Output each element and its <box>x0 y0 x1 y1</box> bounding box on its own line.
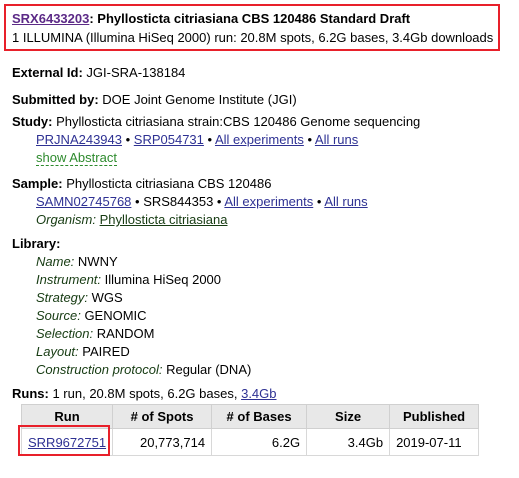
library-field-key: Name: <box>36 254 75 269</box>
study-bioproject-link[interactable]: PRJNA243943 <box>36 132 122 147</box>
runs-label: Runs: <box>12 386 49 401</box>
library-field-value: GENOMIC <box>84 308 147 323</box>
library-field-key: Strategy: <box>36 290 89 305</box>
show-abstract-row: show Abstract <box>36 149 117 167</box>
sample-value: Phyllosticta citriasiana CBS 120486 <box>66 176 272 191</box>
table-row: SRR9672751 20,773,714 6.2G 3.4Gb 2019-07… <box>20 428 480 456</box>
sample-biosample-link[interactable]: SAMN02745768 <box>36 194 132 209</box>
sample-links: SAMN02745768 • SRS844353 • All experimen… <box>36 194 368 209</box>
library-field-key: Selection: <box>36 326 94 341</box>
library-field-value: WGS <box>91 290 123 305</box>
organism-label: Organism: <box>36 212 96 227</box>
library-field: Name: NWNY <box>36 253 118 271</box>
external-id-value: JGI-SRA-138184 <box>86 65 186 80</box>
library-field-value: Illumina HiSeq 2000 <box>104 272 222 287</box>
library-row: Library: <box>12 235 60 253</box>
library-field: Selection: RANDOM <box>36 325 155 343</box>
library-field: Construction protocol: Regular (DNA) <box>36 361 251 379</box>
experiment-accession-link[interactable]: SRX6433203 <box>12 11 90 26</box>
experiment-title: Phyllosticta citriasiana CBS 120486 Stan… <box>97 11 411 26</box>
sample-all-experiments-link[interactable]: All experiments <box>224 194 314 209</box>
sample-row: Sample: Phyllosticta citriasiana CBS 120… <box>12 175 271 193</box>
library-field-key: Instrument: <box>36 272 102 287</box>
library-field: Strategy: WGS <box>36 289 123 307</box>
column-header-size: Size <box>306 404 391 429</box>
spots-cell: 20,773,714 <box>112 428 213 456</box>
run-accession-link[interactable]: SRR9672751 <box>28 434 107 450</box>
study-label: Study: <box>12 114 53 129</box>
sample-srs-id: SRS844353 <box>143 194 214 209</box>
sample-all-runs-link[interactable]: All runs <box>324 194 368 209</box>
header-highlight-box <box>4 4 500 51</box>
library-field: Instrument: Illumina HiSeq 2000 <box>36 271 221 289</box>
column-header-published: Published <box>389 404 480 429</box>
run-cell: SRR9672751 <box>20 428 114 456</box>
organism-link[interactable]: Phyllosticta citriasiana <box>99 212 228 227</box>
submitted-by-value: DOE Joint Genome Institute (JGI) <box>102 92 297 107</box>
column-header-spots: # of Spots <box>112 404 213 429</box>
runs-row: Runs: 1 run, 20.8M spots, 6.2G bases, 3.… <box>12 385 277 403</box>
library-field-value: Regular (DNA) <box>166 362 252 377</box>
runs-summary: 1 run, 20.8M spots, 6.2G bases, <box>52 386 238 401</box>
library-field-value: NWNY <box>77 254 118 269</box>
show-abstract-toggle[interactable]: show Abstract <box>36 150 117 166</box>
library-label: Library: <box>12 236 61 251</box>
run-highlight-box <box>18 425 110 456</box>
library-field: Source: GENOMIC <box>36 307 147 325</box>
sample-label: Sample: <box>12 176 63 191</box>
library-field-key: Construction protocol: <box>36 362 163 377</box>
study-row: Study: Phyllosticta citriasiana strain:C… <box>12 113 420 131</box>
submitted-by-label: Submitted by: <box>12 92 99 107</box>
study-all-runs-link[interactable]: All runs <box>314 132 359 147</box>
submitted-by-row: Submitted by: DOE Joint Genome Institute… <box>12 91 297 109</box>
study-srp-link[interactable]: SRP054731 <box>133 132 204 147</box>
experiment-summary: 1 ILLUMINA (Illumina HiSeq 2000) run: 20… <box>12 30 494 45</box>
external-id-row: External Id: JGI-SRA-138184 <box>12 64 185 82</box>
published-cell: 2019-07-11 <box>389 428 480 456</box>
library-field-key: Layout: <box>36 344 79 359</box>
column-header-bases: # of Bases <box>211 404 308 429</box>
organism-row: Organism: Phyllosticta citriasiana <box>36 211 227 229</box>
size-cell: 3.4Gb <box>306 428 391 456</box>
runs-table: Run # of Spots # of Bases Size Published… <box>20 404 480 456</box>
experiment-header: SRX6433203: Phyllosticta citriasiana CBS… <box>12 9 493 47</box>
bases-cell: 6.2G <box>211 428 308 456</box>
library-field-value: PAIRED <box>82 344 130 359</box>
library-field: Layout: PAIRED <box>36 343 130 361</box>
library-field-value: RANDOM <box>96 326 155 341</box>
external-id-label: External Id: <box>12 65 83 80</box>
runs-download-link[interactable]: 3.4Gb <box>241 386 277 401</box>
experiment-title-line: SRX6433203: Phyllosticta citriasiana CBS… <box>12 11 411 26</box>
study-value: Phyllosticta citriasiana strain:CBS 1204… <box>56 114 421 129</box>
study-all-experiments-link[interactable]: All experiments <box>214 132 304 147</box>
library-field-key: Source: <box>36 308 81 323</box>
study-links: PRJNA243943 • SRP054731 • All experiment… <box>36 132 359 147</box>
